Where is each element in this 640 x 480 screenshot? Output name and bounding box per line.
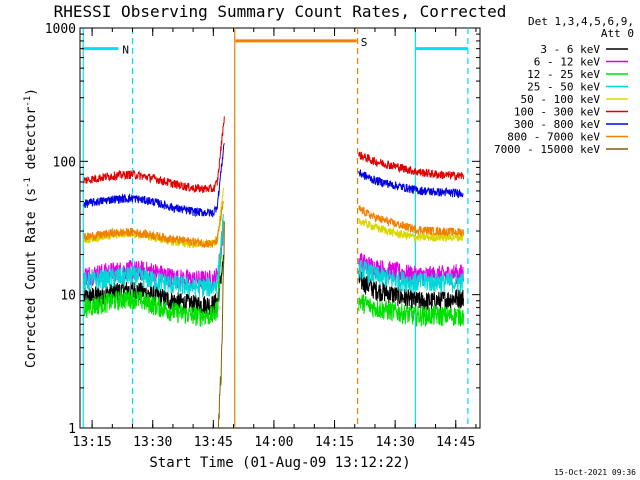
- chart-title: RHESSI Observing Summary Count Rates, Co…: [54, 2, 507, 21]
- series-line: [83, 214, 224, 298]
- series-line: [83, 201, 224, 249]
- series-line: [358, 294, 464, 327]
- x-axis: 13:15 13:30 13:45 14:00 14:15 14:30 14:45: [73, 28, 477, 450]
- legend-entry: 3 - 6 keV: [540, 43, 600, 56]
- footer-timestamp: 15-Oct-2021 09:36: [554, 468, 636, 477]
- y-tick-label: 1000: [45, 22, 76, 37]
- series-line: [358, 217, 464, 243]
- y-axis-label-end: ): [24, 88, 39, 96]
- y-axis-label-sup2: -1: [23, 96, 33, 107]
- series-line: [358, 252, 464, 287]
- flag-bar-label: N: [122, 44, 129, 57]
- legend-entry: 800 - 7000 keV: [507, 131, 600, 144]
- legend-header-2: Att 0: [601, 27, 634, 40]
- legend-header-1: Det 1,3,4,5,6,9,: [528, 15, 634, 28]
- y-axis-label: Corrected Count Rate (s-1 detector-1): [23, 88, 39, 368]
- x-tick-label: 13:45: [194, 435, 233, 450]
- x-tick-label: 13:15: [73, 435, 112, 450]
- y-axis-label-main: Corrected Count Rate (s: [24, 188, 39, 368]
- series-line: [83, 116, 225, 194]
- x-tick-label: 14:15: [315, 435, 354, 450]
- legend-entry: 7000 - 15000 keV: [494, 143, 600, 156]
- plot-frame: [79, 27, 481, 429]
- y-tick-label: 10: [60, 289, 76, 304]
- legend-entry: 6 - 12 keV: [534, 56, 601, 69]
- series-line: [358, 259, 464, 293]
- legend-entry: 50 - 100 keV: [521, 93, 601, 106]
- x-tick-label: 14:45: [436, 435, 475, 450]
- y-axis-label-mid: detector: [24, 107, 39, 178]
- x-tick-label: 14:30: [376, 435, 415, 450]
- series-line: [83, 218, 224, 328]
- series-line: [358, 270, 464, 311]
- y-axis-label-sup1: -1: [23, 177, 33, 188]
- x-tick-label: 13:30: [133, 435, 172, 450]
- x-tick-label: 14:00: [254, 435, 293, 450]
- series-line: [217, 221, 225, 429]
- legend-entry: 12 - 25 keV: [527, 68, 600, 81]
- series-line: [358, 169, 464, 199]
- legend-entry: 100 - 300 keV: [514, 106, 600, 119]
- y-tick-label: 100: [53, 155, 76, 170]
- legend-entry: 25 - 50 keV: [527, 81, 600, 94]
- plot-layer: NS: [82, 28, 469, 429]
- series-line: [358, 151, 464, 182]
- flag-bar-label: S: [361, 36, 368, 49]
- y-tick-label: 1: [68, 422, 76, 437]
- legend-entry: 300 - 800 keV: [514, 118, 600, 131]
- series-line: [358, 205, 464, 237]
- series-line: [83, 143, 225, 218]
- x-axis-label: Start Time (01-Aug-09 13:12:22): [149, 455, 410, 471]
